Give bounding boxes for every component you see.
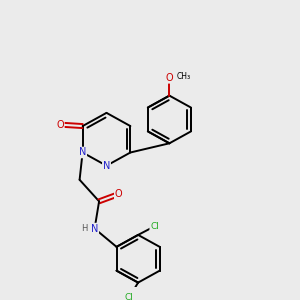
Text: O: O <box>56 120 64 130</box>
Text: Cl: Cl <box>150 222 159 231</box>
Text: O: O <box>166 73 173 83</box>
Text: N: N <box>103 161 110 171</box>
Text: O: O <box>115 189 122 199</box>
Text: H: H <box>82 224 88 232</box>
Text: N: N <box>91 224 98 234</box>
Text: N: N <box>79 148 86 158</box>
Text: CH₃: CH₃ <box>176 73 190 82</box>
Text: Cl: Cl <box>125 293 134 300</box>
